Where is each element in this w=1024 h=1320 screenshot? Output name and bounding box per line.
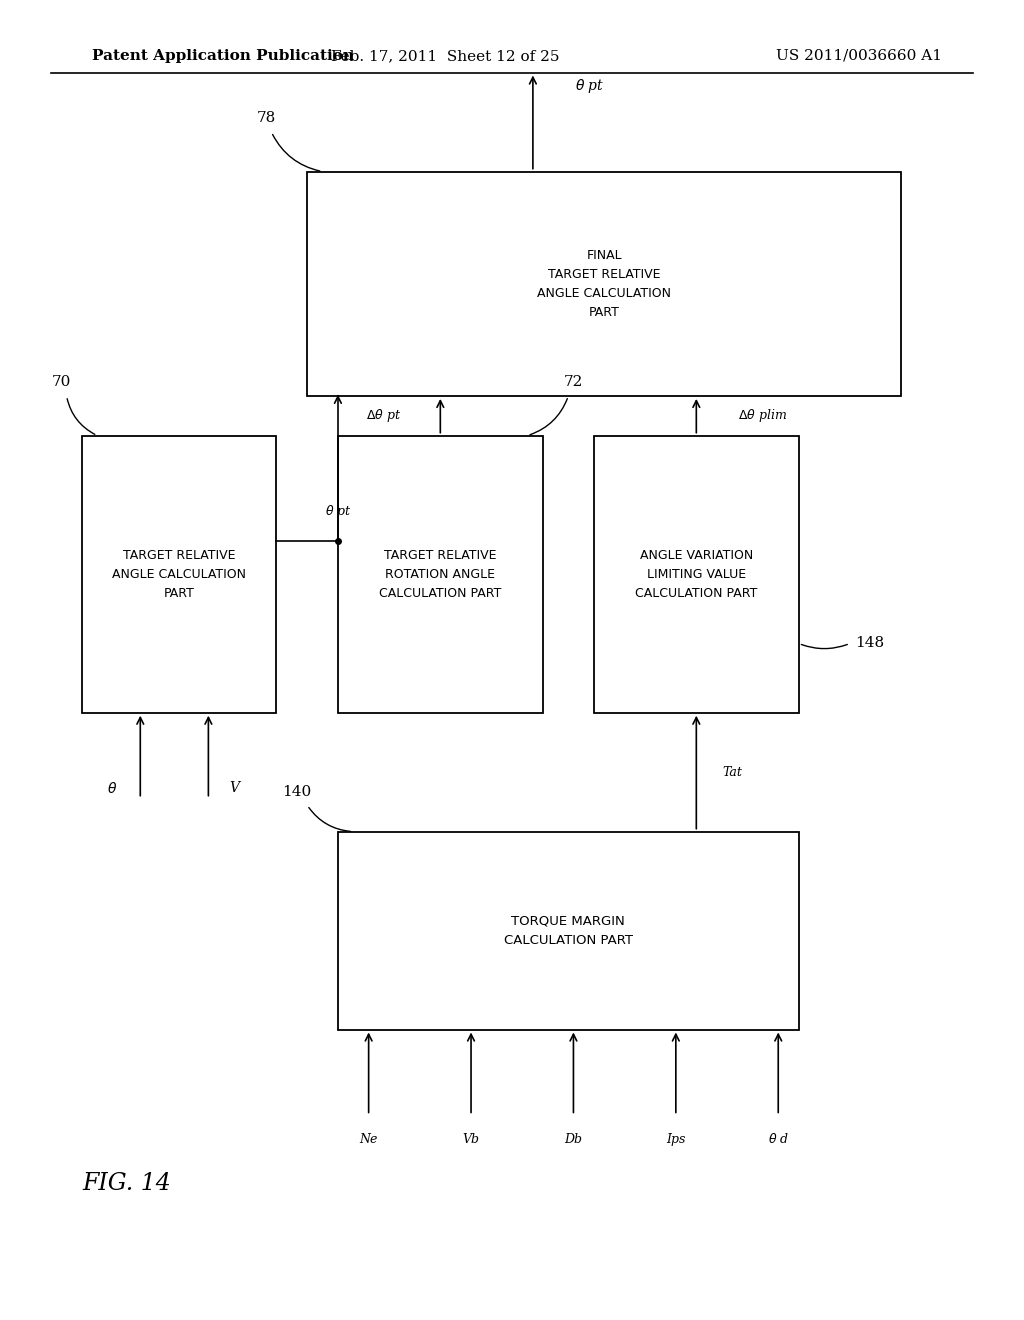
Text: V: V: [229, 781, 239, 795]
Text: Ips: Ips: [667, 1133, 685, 1146]
Text: 148: 148: [855, 636, 884, 651]
Text: 78: 78: [257, 111, 275, 125]
Bar: [338, 436, 543, 713]
Text: $\Delta\theta$ plim: $\Delta\theta$ plim: [738, 408, 787, 424]
Text: FIG. 14: FIG. 14: [82, 1172, 171, 1195]
Text: Feb. 17, 2011  Sheet 12 of 25: Feb. 17, 2011 Sheet 12 of 25: [331, 49, 560, 63]
Bar: [307, 172, 901, 396]
Text: $\theta$ pt: $\theta$ pt: [325, 503, 351, 520]
Text: ANGLE VARIATION
LIMITING VALUE
CALCULATION PART: ANGLE VARIATION LIMITING VALUE CALCULATI…: [635, 549, 758, 599]
Text: $\theta$ d: $\theta$ d: [768, 1133, 788, 1146]
Text: 140: 140: [283, 784, 311, 799]
Text: 70: 70: [52, 375, 71, 389]
Text: FINAL
TARGET RELATIVE
ANGLE CALCULATION
PART: FINAL TARGET RELATIVE ANGLE CALCULATION …: [538, 248, 671, 319]
Text: $\theta$ pt: $\theta$ pt: [574, 77, 604, 95]
Text: Tat: Tat: [722, 766, 742, 779]
Bar: [338, 832, 799, 1030]
Text: $\Delta\theta$ pt: $\Delta\theta$ pt: [367, 408, 401, 424]
Text: Vb: Vb: [463, 1133, 479, 1146]
Bar: [594, 436, 799, 713]
Text: $\theta$: $\theta$: [106, 780, 117, 796]
Text: US 2011/0036660 A1: US 2011/0036660 A1: [776, 49, 942, 63]
Text: TARGET RELATIVE
ROTATION ANGLE
CALCULATION PART: TARGET RELATIVE ROTATION ANGLE CALCULATI…: [379, 549, 502, 599]
Bar: [82, 436, 276, 713]
Text: Ne: Ne: [359, 1133, 378, 1146]
Text: Patent Application Publication: Patent Application Publication: [92, 49, 354, 63]
Text: TORQUE MARGIN
CALCULATION PART: TORQUE MARGIN CALCULATION PART: [504, 915, 633, 946]
Text: TARGET RELATIVE
ANGLE CALCULATION
PART: TARGET RELATIVE ANGLE CALCULATION PART: [113, 549, 246, 599]
Text: Db: Db: [564, 1133, 583, 1146]
Text: 72: 72: [564, 375, 583, 389]
